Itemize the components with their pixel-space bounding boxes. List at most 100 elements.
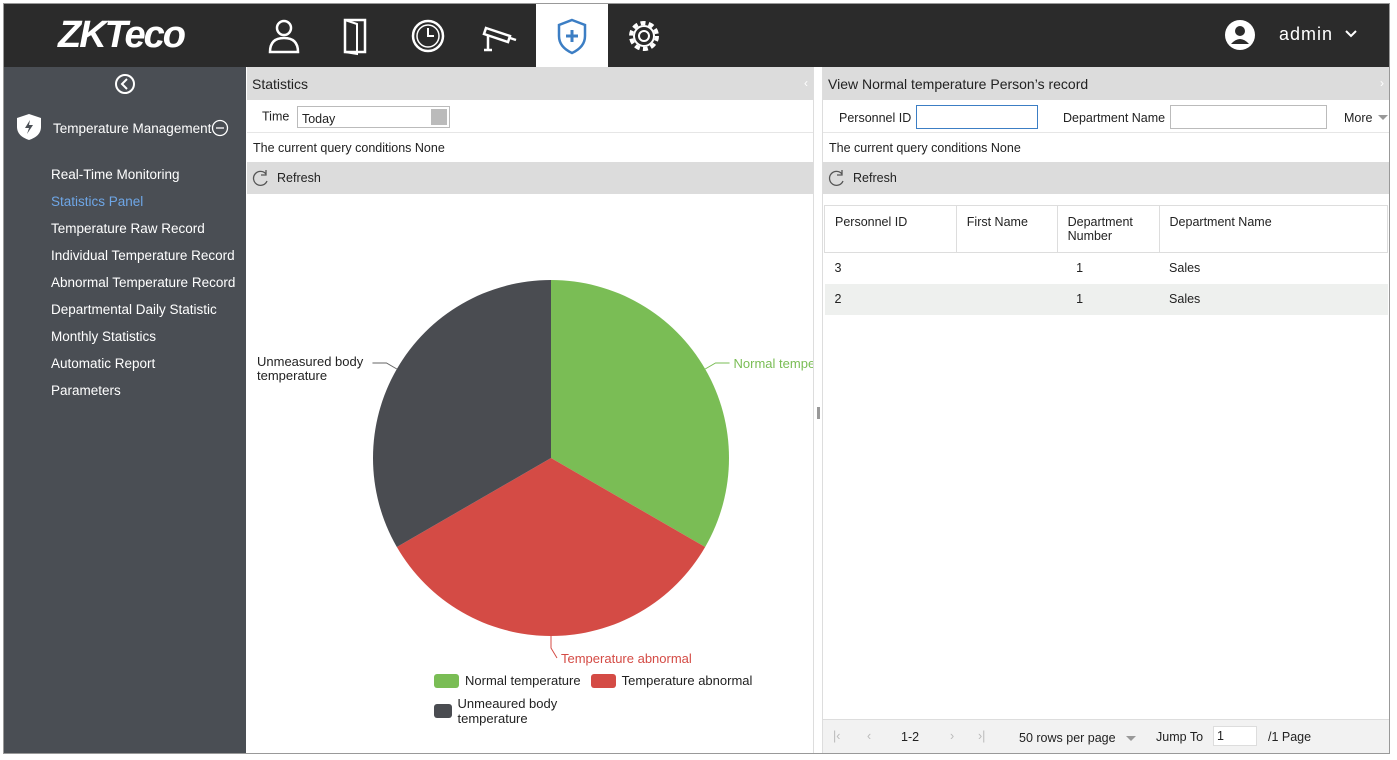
panel-title: View Normal temperature Person’s record — [828, 76, 1089, 92]
legend-label: Temperature abnormal — [621, 673, 753, 688]
legend-swatch — [434, 673, 459, 688]
table-body: 3 1 Sales 2 1 Sales — [824, 253, 1388, 315]
statistics-panel: Statistics ‹ Time Today The current query… — [247, 67, 813, 753]
panel-title: Statistics — [252, 76, 309, 92]
query-conditions: The current query conditions None — [829, 141, 1021, 155]
menu-item[interactable]: Departmental Daily Statistic — [51, 302, 217, 317]
attendance-icon[interactable] — [408, 16, 448, 56]
leader-line — [372, 362, 398, 370]
rows-per-page[interactable]: 50 rows per page — [1019, 731, 1116, 745]
pie-slice — [551, 280, 729, 547]
settings-icon[interactable] — [624, 16, 664, 56]
slice-label: Unmeasured body temperature — [257, 354, 364, 383]
refresh-icon[interactable] — [828, 169, 846, 187]
personnel-icon[interactable] — [264, 16, 304, 56]
table-cell — [956, 253, 1057, 284]
menu-item[interactable]: Statistics Panel — [51, 194, 144, 209]
header-row: Personnel ID First Name Department Number D… — [824, 205, 1389, 253]
first-page[interactable]: |‹ — [833, 729, 841, 743]
menu-item[interactable]: Temperature Raw Record — [51, 221, 205, 236]
refresh-button[interactable]: Refresh — [277, 171, 321, 185]
slice-label: Normal temperature — [734, 356, 813, 371]
pie-chart: Normal temperature Temperature abnormal — [372, 280, 813, 666]
legend-label: Unmeaured body temperature — [457, 696, 558, 726]
filter-label: Time — [262, 109, 290, 124]
personnel-id-input[interactable] — [916, 105, 1038, 129]
prev-page[interactable]: ‹ — [867, 729, 872, 743]
table-row[interactable]: 2 1 Sales — [824, 283, 1388, 315]
module-collapse[interactable] — [211, 119, 229, 137]
filter-row: Time Today — [247, 100, 813, 133]
panel-header: View Normal temperature Person’s record › — [823, 67, 1389, 100]
collapse-button[interactable] — [114, 73, 136, 95]
panel-header: Statistics ‹ — [247, 67, 813, 100]
query-conditions: The current query conditions None — [253, 141, 445, 155]
table-cell: 1 — [1076, 292, 1084, 306]
table-row[interactable]: 3 1 Sales — [825, 253, 1388, 284]
more-button[interactable]: More — [1344, 111, 1373, 125]
user-name[interactable]: admin — [1279, 24, 1334, 44]
record-panel: View Normal temperature Person’s record ›… — [823, 67, 1389, 753]
column-header: First Name — [955, 205, 1058, 253]
table-cell: 3 — [834, 261, 842, 276]
menu-item[interactable]: Parameters — [51, 383, 121, 398]
user-avatar[interactable] — [1224, 19, 1256, 51]
sidebar: Temperature Management Real-Time Monitor… — [4, 67, 246, 753]
time-value: Today — [301, 112, 336, 126]
page-range: 1-2 — [901, 730, 920, 744]
app-frame: ZKTeco admin Temperature Management Real… — [3, 3, 1390, 754]
leader-line — [550, 636, 558, 659]
menu-item[interactable]: Real-Time Monitoring — [51, 167, 180, 182]
menu-item[interactable]: Abnormal Temperature Record — [51, 275, 236, 290]
user-dropdown[interactable] — [1344, 28, 1358, 40]
rows-arrow[interactable] — [1126, 735, 1136, 743]
more-arrow[interactable] — [1378, 114, 1388, 122]
temperature-icon[interactable] — [552, 16, 592, 56]
next-page[interactable]: › — [950, 729, 955, 743]
split-divider[interactable] — [813, 67, 823, 753]
menu-item[interactable]: Monthly Statistics — [51, 329, 157, 344]
legend-item[interactable]: Unmeaured body temperature — [434, 696, 579, 726]
page-input[interactable]: 1 — [1213, 726, 1257, 746]
toolbar: Refresh — [247, 162, 813, 194]
table-cell — [956, 284, 1057, 315]
filter-label: Personnel ID — [839, 111, 912, 125]
jump-label: Jump To — [1156, 730, 1204, 744]
menu-item[interactable]: Individual Temperature Record — [51, 248, 235, 263]
legend-swatch — [590, 673, 616, 688]
refresh-button[interactable]: Refresh — [853, 171, 897, 185]
logo: ZKTeco — [58, 14, 186, 56]
divider-handle[interactable] — [817, 407, 820, 419]
last-page[interactable]: ›| — [978, 729, 986, 743]
panel-expand[interactable]: › — [1380, 76, 1384, 90]
table-cell: Sales — [1169, 292, 1201, 306]
menu-item[interactable]: Automatic Report — [51, 356, 156, 371]
record-table: Personnel ID First Name Department Number D… — [824, 205, 1389, 315]
access-icon[interactable] — [335, 16, 375, 56]
filter-row: Personnel ID Department Name More — [823, 100, 1389, 133]
pager: |‹ ‹ 1-2 › ›| 50 rows per page Jump To 1… — [823, 719, 1389, 753]
toolbar: Refresh — [823, 162, 1389, 194]
table-cell: 2 — [834, 292, 842, 306]
module-icon — [17, 114, 41, 140]
time-select[interactable]: Today — [296, 106, 450, 128]
pie-slice — [373, 280, 551, 547]
video-icon[interactable] — [480, 16, 520, 56]
column-header: Department Name — [1158, 205, 1389, 253]
slice-label: Temperature abnormal — [561, 651, 692, 666]
department-input[interactable] — [1170, 105, 1327, 129]
refresh-icon[interactable] — [252, 169, 270, 187]
column-header: Department Number — [1056, 205, 1160, 253]
panel-collapse[interactable]: ‹ — [804, 76, 808, 90]
top-bar: ZKTeco admin — [4, 4, 1389, 67]
legend-swatch — [434, 704, 452, 718]
select-arrow — [430, 109, 447, 125]
module-title[interactable]: Temperature Management — [53, 121, 212, 136]
legend-item[interactable]: Normal temperature — [434, 673, 581, 688]
page-total: /1 Page — [1268, 730, 1312, 744]
legend-item[interactable]: Temperature abnormal — [590, 673, 753, 688]
column-header: Personnel ID — [824, 205, 957, 253]
legend-label: Normal temperature — [465, 673, 581, 688]
